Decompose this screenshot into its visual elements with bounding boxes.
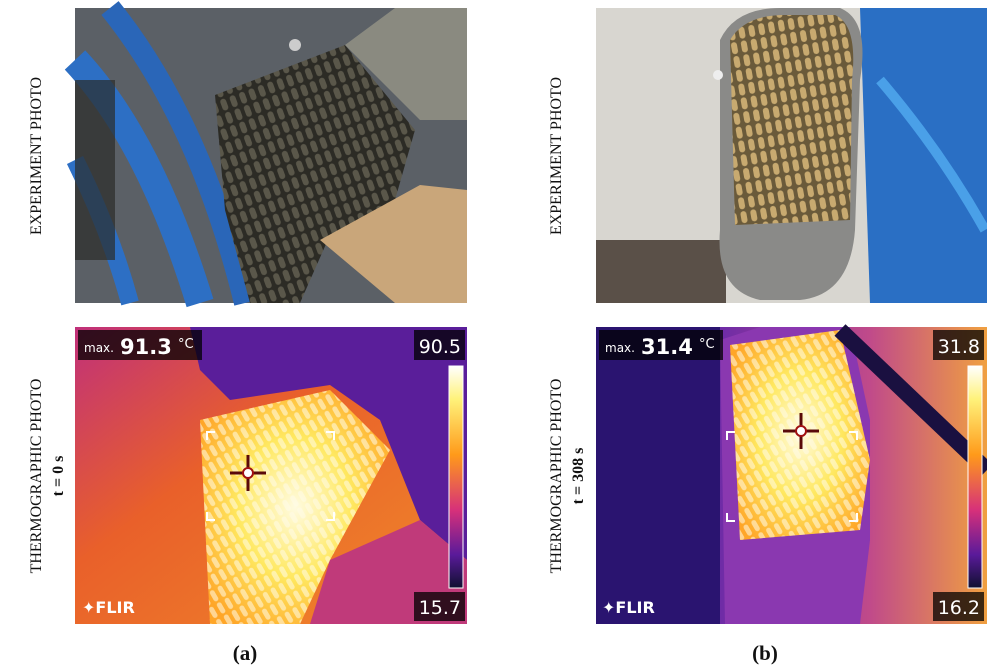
unit: °C [699, 337, 715, 352]
caption: (a) [233, 641, 258, 665]
row-label: EXPERIMENT PHOTO [28, 77, 45, 235]
row-label: THERMOGRAPHIC PHOTO [548, 379, 565, 574]
experiment-photo [75, 8, 467, 303]
max-label: max. [605, 341, 635, 355]
thermographic-photo: max. 91.3 °C 90.5 15.7 ✦FLIR [75, 327, 467, 624]
time-label: t = 0 s [50, 456, 67, 497]
row-label: THERMOGRAPHIC PHOTO [28, 379, 45, 574]
logo-text: FLIR [615, 598, 654, 617]
max-label: max. [84, 341, 114, 355]
scale-max: 31.8 [938, 336, 980, 358]
time-label: t = 308 s [570, 448, 587, 505]
panel-a: EXPERIMENT PHOTO THERMOGRAPHIC PHOTO t =… [28, 8, 467, 665]
logo: ✦FLIR [82, 598, 135, 617]
figure: EXPERIMENT PHOTO THERMOGRAPHIC PHOTO t =… [0, 0, 987, 667]
logo-text: FLIR [95, 598, 134, 617]
logo: ✦FLIR [602, 598, 655, 617]
max-value: 91.3 [120, 335, 172, 359]
caption: (b) [752, 641, 778, 665]
row-label: EXPERIMENT PHOTO [548, 77, 565, 235]
panel-b: EXPERIMENT PHOTO THERMOGRAPHIC PHOTO t =… [548, 8, 987, 665]
unit: °C [178, 337, 194, 352]
experiment-photo [596, 8, 987, 303]
thermographic-photo: max. 31.4 °C 31.8 16.2 ✦FLIR [596, 327, 987, 624]
scale-min: 16.2 [938, 597, 980, 619]
scale-max: 90.5 [419, 336, 461, 358]
scale-min: 15.7 [419, 597, 461, 619]
max-value: 31.4 [641, 335, 693, 359]
